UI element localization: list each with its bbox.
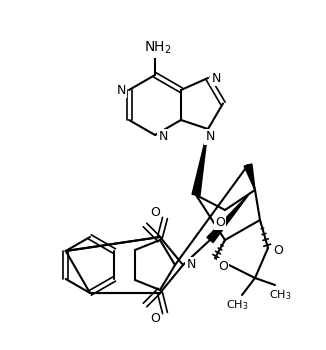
Text: O: O [150,206,160,219]
Text: N: N [205,131,215,144]
Text: N: N [116,84,126,97]
Text: CH$_3$: CH$_3$ [226,298,248,312]
Text: O: O [273,245,283,258]
Text: O: O [150,312,160,324]
Text: CH$_3$: CH$_3$ [269,288,291,302]
Text: O: O [215,216,225,229]
Polygon shape [207,193,250,243]
Polygon shape [244,164,255,190]
Polygon shape [192,129,208,196]
Text: N: N [211,71,221,84]
Text: NH$_2$: NH$_2$ [144,40,172,56]
Text: O: O [218,259,228,273]
Text: N: N [186,259,196,272]
Text: N: N [158,131,168,144]
